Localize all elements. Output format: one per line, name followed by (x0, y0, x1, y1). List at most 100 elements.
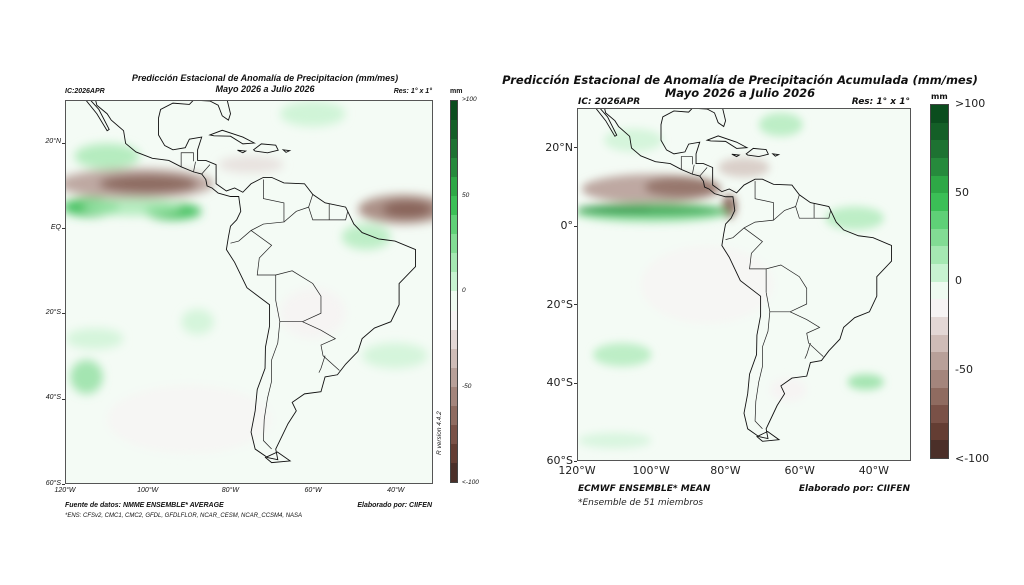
colorbar-bin (931, 157, 948, 176)
colorbar-bin (451, 310, 457, 330)
country-border (744, 228, 766, 292)
country-border (193, 162, 195, 172)
left-ensemble-note: *ENS: CFSv2, CMC1, CMC2, GFDL, GFDLFLOR,… (65, 513, 303, 519)
lon-tick-label: 80°W (710, 464, 741, 477)
colorbar-bin (931, 369, 948, 388)
lon-tick-label: 120°W (54, 487, 76, 494)
country-border (681, 157, 692, 170)
left-subtitle: Mayo 2026 a Julio 2026 (215, 84, 315, 94)
colorbar-bin (451, 139, 457, 159)
colorbar-bin (451, 177, 457, 197)
colorbar-bin (451, 234, 457, 254)
left-colorbar (450, 100, 458, 483)
right-subtitle: Mayo 2026 a Julio 2026 (664, 86, 816, 100)
anomaly-contour (847, 374, 885, 390)
anomaly-contour (603, 128, 663, 152)
lon-tick-label: 80°W (221, 487, 239, 494)
colorbar-bin (931, 422, 948, 441)
colorbar-bin (451, 386, 457, 406)
country-border (726, 181, 774, 240)
colorbar-bin (451, 272, 457, 292)
lat-tick (574, 147, 577, 149)
lat-tick-label: 40°S (546, 375, 573, 389)
anomaly-contour (82, 198, 182, 216)
lon-tick-label: 40°W (387, 487, 405, 494)
country-border (309, 194, 348, 219)
country-border (755, 312, 770, 429)
coastline (87, 100, 110, 131)
coastline (265, 452, 290, 463)
colorbar-bin (451, 215, 457, 235)
country-border (202, 165, 210, 174)
anomaly-contour (218, 156, 284, 174)
left-precip-anomaly-map (65, 100, 433, 484)
colorbar-tick-label: 50 (462, 191, 470, 199)
colorbar-bin (451, 443, 457, 463)
left-source-label: Fuente de datos: NMME ENSEMBLE* AVERAGE (65, 502, 224, 509)
colorbar-bin (451, 462, 457, 482)
anomaly-contour (279, 101, 346, 127)
country-border (692, 165, 694, 174)
country-border (790, 312, 823, 357)
lat-tick (62, 484, 65, 485)
left-ic-label: IC:2026APR (65, 88, 105, 95)
country-border (284, 207, 309, 222)
colorbar-bin (451, 158, 457, 178)
colorbar-tick-label: 50 (955, 185, 969, 199)
colorbar-tick-label: <-100 (462, 478, 479, 486)
anomaly-contour (66, 328, 124, 350)
colorbar-bin (931, 175, 948, 194)
coastline (254, 144, 279, 153)
colorbar-tick-label: 0 (955, 274, 962, 288)
coastline (746, 148, 768, 156)
anomaly-contour (578, 432, 652, 449)
coastline (707, 136, 747, 148)
lat-tick (62, 313, 65, 315)
colorbar-bin (931, 210, 948, 229)
right-title: Predicción Estacional de Anomalía de Pre… (502, 73, 978, 87)
anomaly-field (578, 112, 885, 449)
colorbar-tick-label: -50 (462, 383, 472, 391)
colorbar-bin (931, 105, 948, 123)
colorbar-bin (451, 348, 457, 368)
lat-tick-label: 0° (560, 219, 574, 233)
lat-tick (574, 225, 577, 227)
right-ensemble-note: *Ensemble de 51 miembros (578, 498, 704, 508)
right-colorbar (930, 104, 949, 459)
coastline (732, 154, 739, 156)
colorbar-bin (451, 329, 457, 349)
country-border (263, 322, 279, 449)
lat-tick-label: 20°N (545, 140, 573, 154)
right-res-label: Res: 1° x 1° (851, 97, 910, 107)
colorbar-bin (451, 101, 457, 121)
colorbar-tick-label: <-100 (955, 451, 990, 465)
coastline (95, 100, 416, 460)
anomaly-field (66, 101, 432, 454)
colorbar-bin (931, 281, 948, 300)
coastline (773, 154, 779, 156)
left-unit-label: mm (450, 88, 463, 95)
anomaly-contour (592, 343, 652, 367)
right-ic-label: IC: 2026APR (578, 97, 641, 107)
anomaly-contour (362, 342, 428, 369)
colorbar-bin (931, 246, 948, 264)
colorbar-bin (931, 122, 948, 141)
colorbar-bin (451, 367, 457, 387)
lat-tick (62, 142, 65, 144)
left-res-label: Res: 1° x 1° (393, 88, 432, 95)
right-precip-anomaly-map (577, 108, 911, 461)
colorbar-tick-label: 0 (462, 287, 466, 295)
lon-tick-label: 60°W (784, 464, 815, 477)
country-border (319, 356, 325, 373)
anomaly-contour (70, 359, 104, 394)
colorbar-bin (931, 405, 948, 423)
country-border (805, 343, 811, 359)
anomaly-contour (578, 202, 730, 223)
colorbar-bin (931, 387, 948, 406)
colorbar-bin (931, 299, 948, 317)
left-credit-label: Elaborado por: CIIFEN (357, 502, 432, 509)
anomaly-contour (279, 287, 346, 339)
country-border (774, 207, 796, 221)
coastline (757, 432, 779, 442)
colorbar-bin (931, 440, 948, 459)
